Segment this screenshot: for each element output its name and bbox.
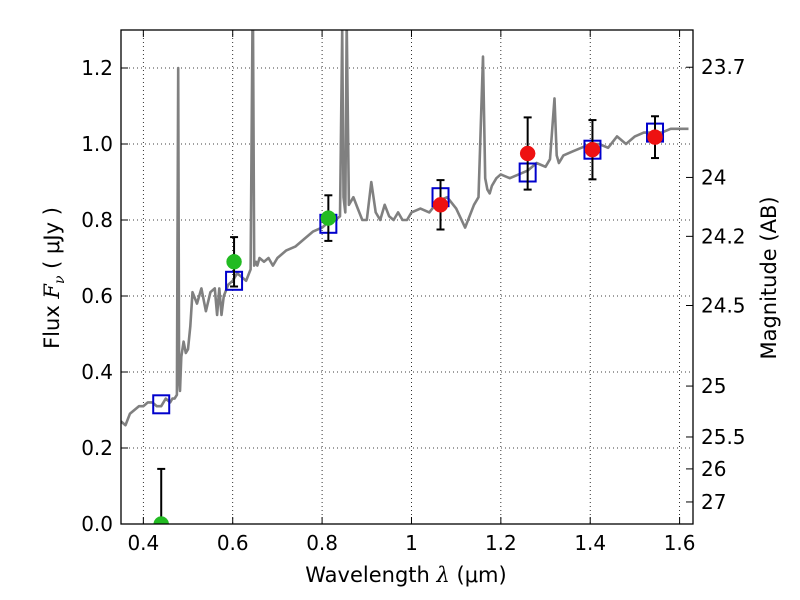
plot-frame bbox=[120, 29, 694, 525]
y2-tick-label-7: 27 bbox=[701, 490, 726, 514]
y2-axis-label: Magnitude (AB) bbox=[757, 196, 781, 359]
x-tick-label-0: 0.4 bbox=[127, 531, 159, 555]
x-tick-label-6: 1.6 bbox=[664, 531, 696, 555]
y-tick-label-0: 0.0 bbox=[81, 512, 113, 536]
y2-tick-label-3: 24.5 bbox=[701, 294, 746, 318]
y-axis-label-symbol: F bbox=[40, 283, 64, 300]
photometry-point-4-2 bbox=[584, 141, 601, 158]
y-axis-label: Flux Fν ( μJy ) bbox=[40, 207, 68, 349]
y-tick-label-3: 0.6 bbox=[81, 284, 113, 308]
x-tick-label-2: 0.8 bbox=[306, 531, 338, 555]
x-tick-label-4: 1.2 bbox=[485, 531, 517, 555]
x-axis-label-symbol: λ bbox=[436, 563, 450, 587]
plot-area bbox=[121, 30, 689, 524]
y-axis-label-units: ( μJy ) bbox=[40, 207, 64, 275]
y-tick-label-1: 0.2 bbox=[81, 436, 113, 460]
photometry-point-3-2 bbox=[320, 210, 337, 226]
data-layer bbox=[121, 30, 689, 524]
photometry-point-4-0 bbox=[432, 197, 449, 213]
y2-tick-label-2: 24.2 bbox=[701, 224, 746, 248]
x-tick-label-1: 0.6 bbox=[217, 531, 249, 555]
y2-tick-label-1: 24 bbox=[701, 165, 726, 189]
grid bbox=[121, 30, 693, 525]
x-tick-label-3: 1 bbox=[405, 531, 418, 555]
axes: 0.4 0.6 0.8 1 1.2 1.4 1.6 0.0 0.2 0.4 0.6 0.8 1.0 1.2… bbox=[81, 30, 746, 555]
y2-tick-label-0: 23.7 bbox=[701, 55, 746, 79]
x-axis-label-units: (μm) bbox=[450, 563, 507, 587]
y2-tick-label-4: 25 bbox=[701, 374, 726, 398]
y-tick-label-4: 0.8 bbox=[81, 208, 113, 232]
spectrum-line bbox=[121, 30, 689, 427]
y-tick-label-6: 1.2 bbox=[81, 56, 113, 80]
y2-tick-label-5: 25.5 bbox=[701, 425, 746, 449]
y-axis-label-subscript: ν bbox=[52, 275, 68, 284]
photometry-point-4-3 bbox=[647, 129, 663, 145]
model-square-0 bbox=[152, 394, 171, 415]
photometry-point-4-1 bbox=[519, 145, 536, 162]
photometry-point-3-0 bbox=[153, 516, 169, 524]
x-axis-label: Wavelength λ (μm) bbox=[305, 563, 506, 587]
y-tick-label-2: 0.4 bbox=[81, 360, 113, 384]
y-tick-label-5: 1.0 bbox=[81, 132, 113, 156]
x-tick-label-5: 1.4 bbox=[574, 531, 606, 555]
photometry-point-3-1 bbox=[226, 254, 242, 270]
y-axis-label-prefix: Flux bbox=[40, 299, 64, 349]
x-axis-label-prefix: Wavelength bbox=[305, 563, 436, 587]
y2-tick-label-6: 26 bbox=[701, 457, 726, 481]
